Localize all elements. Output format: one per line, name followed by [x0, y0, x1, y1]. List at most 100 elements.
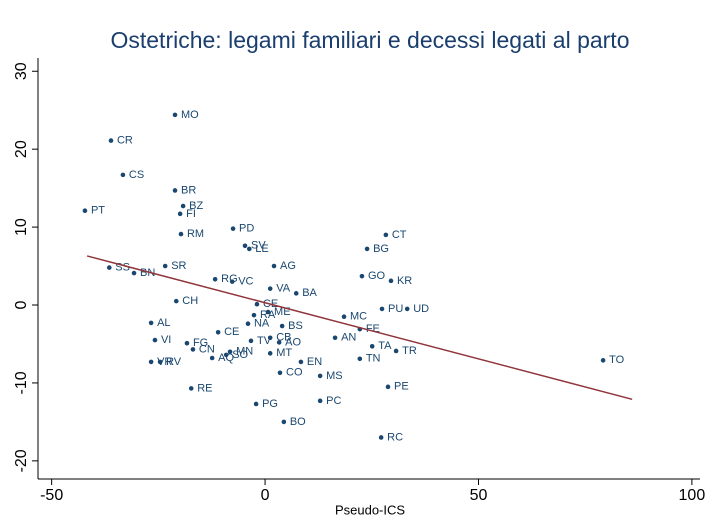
point	[281, 419, 287, 425]
point	[172, 188, 178, 193]
point-label: RM	[187, 228, 204, 240]
chart-title: Ostetriche: legami familiari e decessi l…	[110, 27, 629, 53]
point	[227, 349, 233, 355]
x-tick-label: -50	[40, 487, 63, 504]
point-label: MO	[181, 109, 199, 121]
y-tick-label: -10	[13, 371, 30, 394]
point	[177, 211, 183, 217]
point	[364, 246, 370, 252]
point	[379, 306, 385, 312]
point-label: NA	[254, 318, 270, 330]
point	[212, 276, 218, 282]
point-label: SO	[232, 349, 248, 361]
point	[131, 270, 137, 276]
point-label: CS	[129, 169, 144, 181]
point-label: FG	[193, 337, 208, 349]
y-tick-label: 10	[13, 218, 30, 236]
point-label: RE	[197, 382, 212, 394]
point	[246, 246, 252, 252]
y-tick-label: 30	[13, 62, 30, 80]
point-label: PD	[239, 223, 254, 235]
point-label: TV	[257, 335, 272, 347]
point-label: MN	[236, 346, 253, 358]
point	[393, 348, 399, 354]
y-tick-label: 0	[13, 300, 30, 309]
point	[190, 347, 196, 352]
point-label: PU	[388, 303, 403, 315]
point	[180, 203, 186, 209]
point	[385, 384, 391, 390]
point	[298, 359, 304, 365]
point	[108, 138, 114, 143]
point	[271, 263, 277, 269]
x-tick-label: 100	[679, 487, 706, 504]
point-label: RA	[260, 309, 276, 321]
point	[82, 208, 88, 214]
point	[600, 358, 606, 363]
point-label: CH	[182, 295, 198, 307]
point	[254, 301, 260, 307]
point	[178, 231, 184, 237]
point-label: LE	[255, 243, 268, 255]
point-label: PT	[91, 205, 105, 217]
point	[172, 112, 178, 118]
point	[317, 398, 323, 404]
point	[230, 226, 236, 231]
point-label: BO	[290, 416, 306, 428]
point	[106, 265, 112, 270]
point	[317, 373, 323, 379]
point	[152, 337, 158, 343]
point	[215, 329, 221, 335]
point-label: AN	[341, 332, 356, 344]
point	[267, 335, 273, 341]
y-tick-label: 20	[13, 140, 30, 158]
point-label: VI	[161, 334, 171, 346]
point	[209, 355, 215, 361]
point-label: SR	[171, 260, 186, 272]
point	[341, 314, 347, 320]
x-tick-label: 50	[470, 487, 488, 504]
point-label: BZ	[189, 200, 203, 212]
point	[357, 356, 363, 362]
y-tick-label: -20	[13, 449, 30, 472]
point	[251, 312, 257, 318]
point	[148, 359, 154, 365]
point-label: PE	[394, 381, 409, 393]
point	[267, 351, 273, 356]
point-label: MS	[326, 370, 343, 382]
point	[404, 306, 410, 312]
point	[378, 435, 384, 440]
point	[173, 298, 179, 304]
point-label: CR	[117, 135, 133, 147]
point	[388, 278, 394, 284]
x-axis-label: Pseudo-ICS	[335, 502, 405, 517]
point-label: UD	[413, 303, 429, 315]
point-label: CO	[286, 367, 303, 379]
point	[369, 344, 375, 349]
point-label: BS	[288, 320, 303, 332]
point-label: VA	[276, 283, 291, 295]
point-label: PC	[326, 395, 341, 407]
point	[229, 279, 235, 284]
point-label: BG	[373, 243, 389, 255]
x-tick-label: 0	[261, 487, 270, 504]
point-label: AG	[280, 260, 296, 272]
point-label: MC	[350, 311, 367, 323]
point-label: KR	[397, 275, 412, 287]
point	[148, 320, 154, 326]
point	[359, 273, 365, 279]
point-label: TN	[366, 353, 381, 365]
point-label: AQ	[218, 352, 234, 364]
point-label: CE	[224, 326, 239, 338]
point-label: FI	[186, 208, 196, 220]
point-label: TO	[609, 354, 625, 366]
point-label: GO	[368, 270, 386, 282]
point-label: RV	[166, 356, 182, 368]
point-label: CT	[392, 229, 407, 241]
point	[253, 401, 259, 407]
point-label: PG	[262, 398, 278, 410]
point	[223, 352, 229, 358]
point	[184, 340, 190, 346]
point-label: AO	[285, 336, 301, 348]
